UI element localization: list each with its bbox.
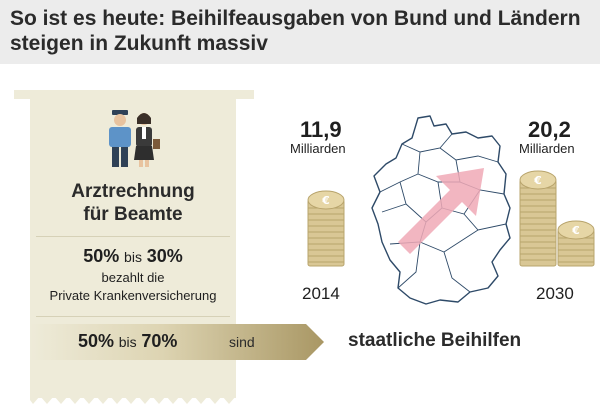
state-pct-to: 70% xyxy=(141,331,178,351)
coin-stack-icon-2030-tall: € xyxy=(519,170,557,267)
state-sind: sind xyxy=(229,334,255,350)
germany-map-icon xyxy=(371,115,511,305)
header-bar: So ist es heute: Beihilfeausgaben von Bu… xyxy=(0,0,600,64)
private-share-line: 50% bis 30% xyxy=(30,246,236,267)
receipt-divider-2 xyxy=(36,316,230,317)
unit-2014: Milliarden xyxy=(290,141,346,156)
svg-text:€: € xyxy=(533,174,542,187)
receipt-title: Arztrechnung für Beamte xyxy=(30,180,236,226)
receipt-divider-1 xyxy=(36,236,230,237)
state-pct-from: 50% xyxy=(78,331,115,351)
private-text-1: bezahlt die xyxy=(101,270,165,285)
svg-text:€: € xyxy=(321,194,330,207)
year-2030: 2030 xyxy=(536,284,574,303)
people-icon xyxy=(109,110,160,167)
value-2014: 11,9 xyxy=(300,117,342,142)
state-bis: bis xyxy=(118,334,137,350)
value-2030: 20,2 xyxy=(528,117,571,142)
receipt-top-edge xyxy=(14,90,254,99)
svg-text:€: € xyxy=(571,224,580,237)
year-2014: 2014 xyxy=(302,284,340,303)
unit-2030: Milliarden xyxy=(519,141,575,156)
state-aid-label: staatliche Beihilfen xyxy=(348,330,522,351)
state-share-arrow xyxy=(30,324,324,360)
private-pct-to: 30% xyxy=(146,246,183,266)
private-pct-from: 50% xyxy=(83,246,120,266)
coin-stack-icon-2014: € xyxy=(307,190,345,267)
receipt-torn-edge xyxy=(30,390,236,404)
private-text-2: Private Krankenversicherung xyxy=(49,288,217,303)
up-arrow-icon xyxy=(398,168,484,254)
receipt-title-line2: für Beamte xyxy=(83,204,183,225)
state-share-line: 50% bis 70% xyxy=(78,331,177,352)
private-bis: bis xyxy=(124,249,142,265)
page-title: So ist es heute: Beihilfeausgaben von Bu… xyxy=(10,7,581,55)
coin-stack-icon-2030-short: € xyxy=(557,220,595,267)
receipt-title-line1: Arztrechnung xyxy=(71,181,195,202)
